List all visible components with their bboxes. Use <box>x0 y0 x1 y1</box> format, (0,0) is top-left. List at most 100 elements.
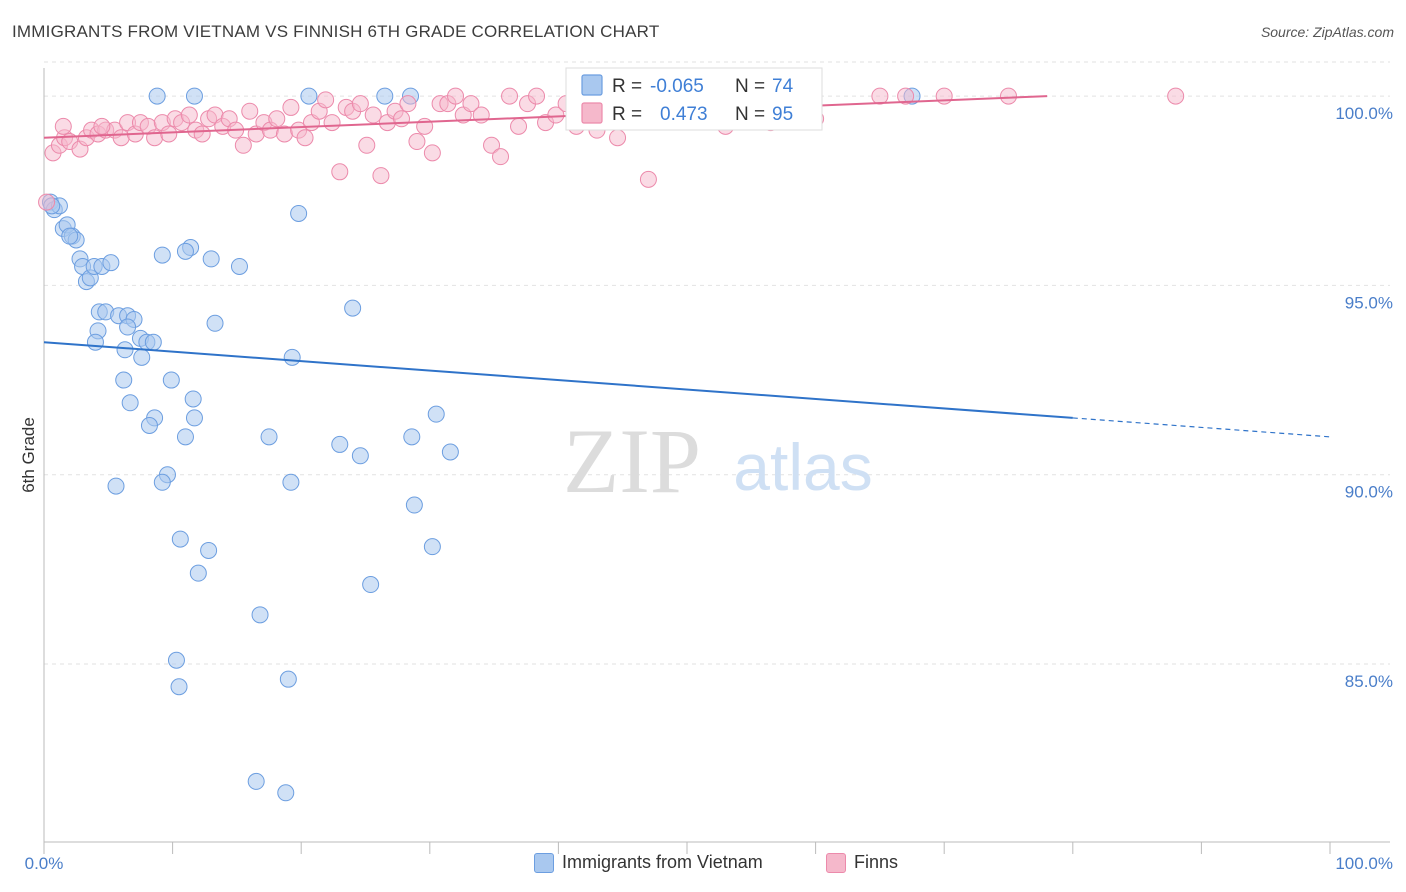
finns-point <box>408 133 426 151</box>
finns-trend-line <box>43 95 1048 139</box>
series-vietnam-points <box>41 87 921 802</box>
vietnam-point <box>107 477 125 495</box>
watermark-atlas: atlas <box>733 430 872 504</box>
finns-point <box>393 110 411 128</box>
stats-n-value-vietnam: 74 <box>772 76 794 97</box>
finns-point <box>399 95 417 113</box>
legend-item-finns[interactable]: Finns <box>826 852 898 873</box>
stats-legend-box <box>565 67 823 131</box>
vietnam-point <box>189 564 207 582</box>
finns-point <box>54 117 72 135</box>
vietnam-point <box>331 435 349 453</box>
finns-point <box>935 87 953 105</box>
finns-point <box>364 106 382 124</box>
legend-item-vietnam[interactable]: Immigrants from Vietnam <box>534 852 763 873</box>
finns-point <box>639 170 657 188</box>
vietnam-point <box>102 254 120 272</box>
vietnam-point <box>427 405 445 423</box>
stats-swatch-finns <box>581 102 603 124</box>
vietnam-point <box>251 606 269 624</box>
vietnam-point <box>167 651 185 669</box>
vietnam-point <box>202 250 220 268</box>
vietnam-point <box>282 473 300 491</box>
finns-point <box>193 125 211 143</box>
y-tick-label: 100.0% <box>1335 104 1393 123</box>
y-tick-label: 85.0% <box>1345 672 1393 691</box>
chart-source: Source: ZipAtlas.com <box>1260 24 1394 40</box>
finns-point <box>447 87 465 105</box>
vietnam-point <box>153 246 171 264</box>
vietnam-point <box>279 670 297 688</box>
finns-point <box>492 148 510 166</box>
vietnam-point <box>170 678 188 696</box>
stats-swatch-vietnam <box>581 74 603 96</box>
vietnam-point <box>277 784 295 802</box>
stats-r-label-finns: R = <box>612 104 642 125</box>
finns-point <box>528 87 546 105</box>
finns-point <box>501 87 519 105</box>
finns-point <box>180 106 198 124</box>
finns-point <box>331 163 349 181</box>
finns-point <box>241 102 259 120</box>
finns-point <box>38 193 56 211</box>
vietnam-point <box>86 333 104 351</box>
vietnam-point <box>144 333 162 351</box>
finns-point <box>547 106 565 124</box>
finns-point <box>483 136 501 154</box>
vietnam-point <box>230 257 248 275</box>
finns-point <box>372 167 390 185</box>
finns-point <box>317 91 335 109</box>
vietnam-trend-extension <box>1072 417 1331 438</box>
finns-point <box>351 95 369 113</box>
stats-legend: R = -0.065 N = 74 R = 0.473 N = 95 <box>565 67 823 131</box>
vietnam-point <box>206 314 224 332</box>
vietnam-point <box>362 576 380 594</box>
series-finns-points <box>38 87 1185 211</box>
vietnam-point <box>441 443 459 461</box>
finns-point <box>93 117 111 135</box>
stats-n-value-finns: 95 <box>772 104 793 125</box>
vietnam-point <box>115 371 133 389</box>
vietnam-point <box>344 299 362 317</box>
vietnam-point <box>290 204 308 222</box>
finns-point <box>234 136 252 154</box>
legend-label-vietnam: Immigrants from Vietnam <box>562 852 763 872</box>
finns-point <box>510 117 528 135</box>
finns-point <box>358 136 376 154</box>
trend-lines <box>43 95 1331 438</box>
vietnam-point <box>61 227 79 245</box>
vietnam-point <box>200 541 218 559</box>
vietnam-point <box>116 341 134 359</box>
vietnam-point <box>185 409 203 427</box>
stats-r-value-finns: 0.473 <box>660 104 708 125</box>
y-tick-label: 90.0% <box>1345 483 1393 502</box>
legend-swatch-finns <box>826 852 846 873</box>
vietnam-point <box>148 87 166 105</box>
vietnam-point <box>176 242 194 260</box>
finns-point <box>423 144 441 162</box>
vietnam-point <box>119 318 137 336</box>
vietnam-point <box>140 416 158 434</box>
finns-point <box>609 129 627 147</box>
stats-n-label-finns: N = <box>735 104 765 125</box>
stats-n-label-vietnam: N = <box>735 76 765 97</box>
y-axis-label: 6th Grade <box>19 417 38 493</box>
watermark-zip: ZIP <box>563 410 701 512</box>
vietnam-point <box>260 428 278 446</box>
finns-point <box>296 129 314 147</box>
x-tick-label: 0.0% <box>25 854 64 873</box>
vietnam-point <box>351 447 369 465</box>
vietnam-point <box>133 348 151 366</box>
x-tick-label: 100.0% <box>1335 854 1393 873</box>
vietnam-point <box>403 428 421 446</box>
finns-point <box>282 98 300 116</box>
finns-point <box>462 95 480 113</box>
legend-label-finns: Finns <box>854 852 899 872</box>
finns-point <box>268 110 286 128</box>
vietnam-point <box>184 390 202 408</box>
vietnam-point <box>283 348 301 366</box>
vietnam-point <box>185 87 203 105</box>
finns-point <box>1167 87 1185 105</box>
vietnam-trend-line <box>43 341 1073 419</box>
